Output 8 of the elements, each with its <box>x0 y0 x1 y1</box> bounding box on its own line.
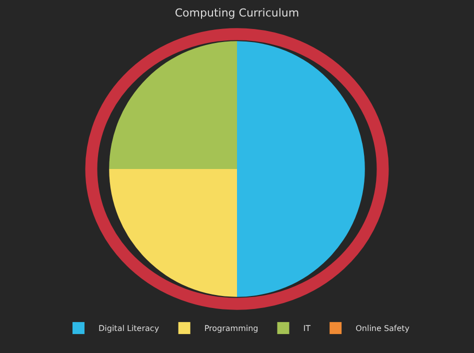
legend-label: Programming <box>204 324 258 334</box>
pie-slice <box>109 41 237 169</box>
pie-slice <box>237 41 365 297</box>
legend-label: Online Safety <box>356 324 410 334</box>
chart-title: Computing Curriculum <box>174 6 300 20</box>
legend-label: Digital Literacy <box>98 324 160 334</box>
legend-label: IT <box>303 324 311 334</box>
pie-slice <box>109 169 237 297</box>
